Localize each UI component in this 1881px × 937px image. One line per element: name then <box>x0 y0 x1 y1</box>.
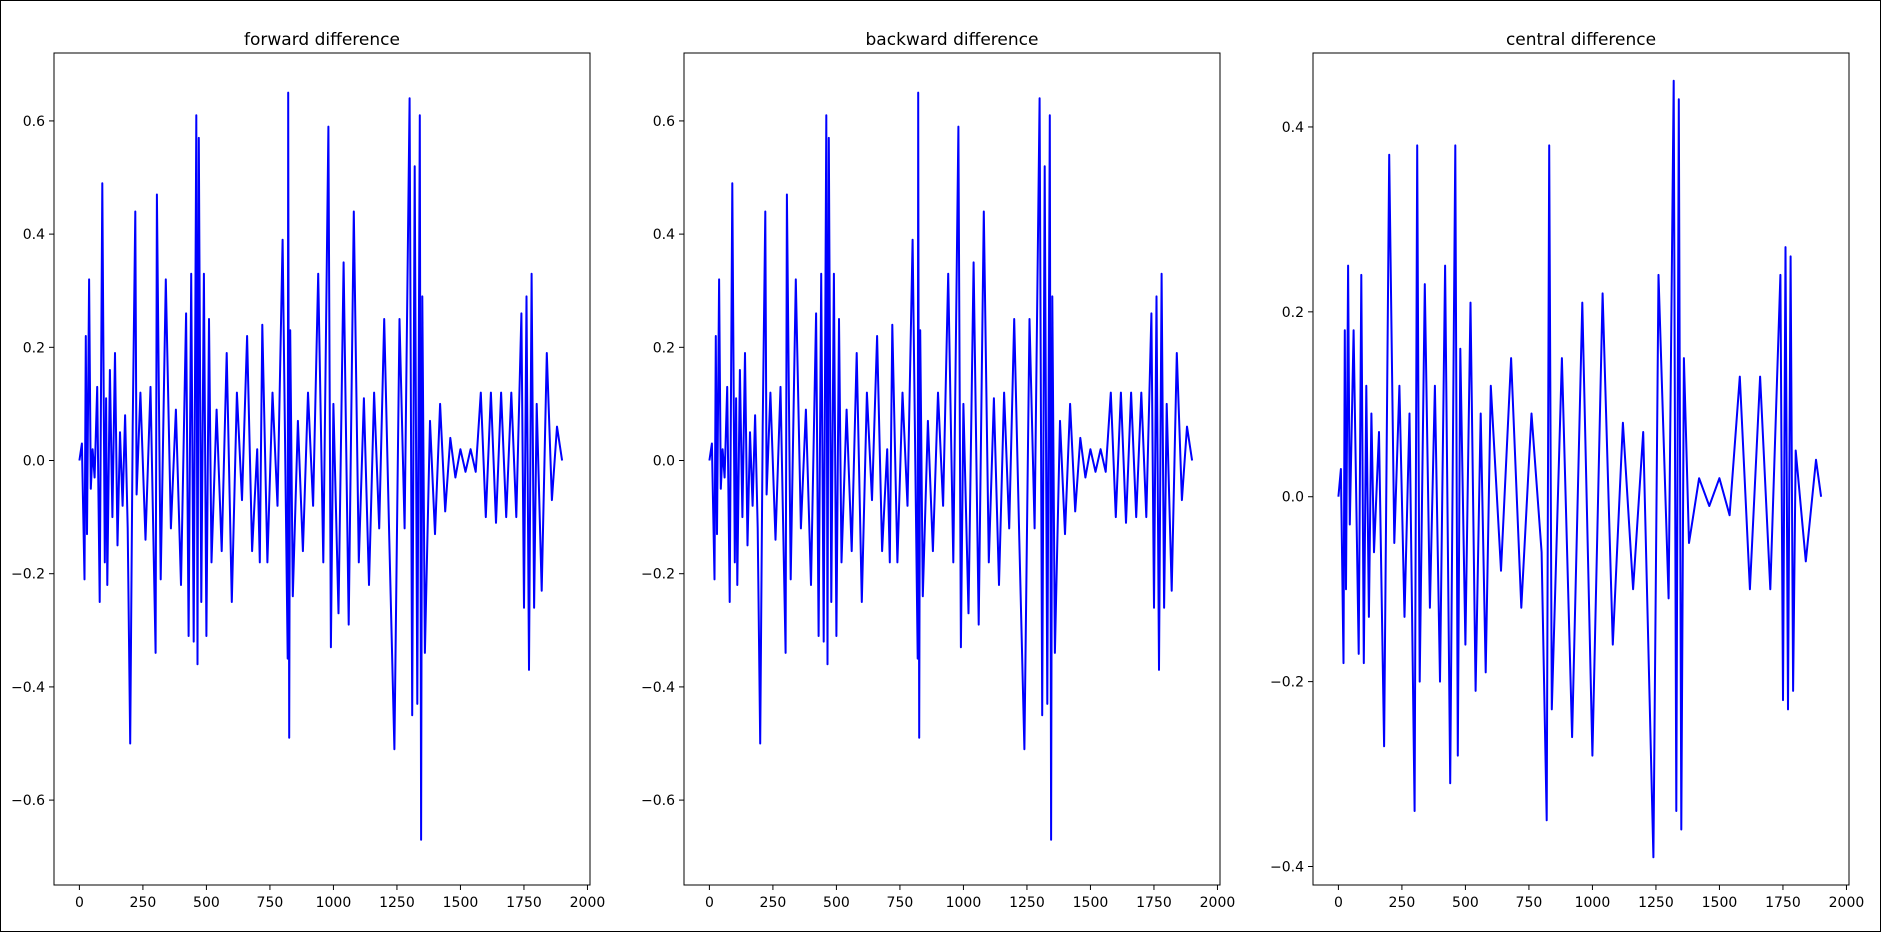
chart-title: central difference <box>1506 30 1656 50</box>
y-tick-label: 0.4 <box>23 227 45 243</box>
x-tick-label: 2000 <box>1829 895 1865 911</box>
chart-panel-1: forward difference 0 250 500 750 1000 1250 1500… <box>11 30 605 911</box>
chart-panel-3: central difference 0 250 500 750 1000 1250 1500… <box>1270 30 1864 911</box>
x-tick-label: 1750 <box>506 895 542 911</box>
chart-title: backward difference <box>866 30 1039 50</box>
x-tick-label: 500 <box>823 895 850 911</box>
x-tick-label: 1000 <box>946 895 982 911</box>
y-tick-label: −0.2 <box>11 567 45 583</box>
x-tick-label: 1250 <box>1009 895 1045 911</box>
y-tick-label: −0.4 <box>641 680 675 696</box>
series-line-1 <box>78 91 564 841</box>
x-tick-label: 1000 <box>1575 895 1611 911</box>
series-line-1 <box>1337 79 1823 859</box>
y-tick-label: −0.4 <box>11 680 45 696</box>
x-tick-label: 750 <box>1516 895 1543 911</box>
y-tick-label: 0.4 <box>1282 120 1304 136</box>
y-tick-label: −0.6 <box>11 793 45 809</box>
x-tick-label: 750 <box>887 895 914 911</box>
x-tick-label: 1250 <box>379 895 415 911</box>
y-tick-label: 0.2 <box>23 340 45 356</box>
y-tick-label: 0.0 <box>23 454 45 470</box>
x-tick-label: 1500 <box>1073 895 1109 911</box>
x-tick-label: 250 <box>130 895 157 911</box>
series-line-1 <box>708 91 1194 841</box>
y-tick-label: 0.6 <box>23 114 45 130</box>
x-tick-label: 750 <box>257 895 284 911</box>
x-tick-label: 1750 <box>1136 895 1172 911</box>
x-tick-label: 2000 <box>1200 895 1236 911</box>
x-tick-label: 1750 <box>1765 895 1801 911</box>
y-tick-label: 0.2 <box>653 340 675 356</box>
y-tick-label: 0.6 <box>653 114 675 130</box>
y-tick-label: −0.6 <box>641 793 675 809</box>
x-tick-label: 2000 <box>570 895 606 911</box>
y-tick-label: −0.2 <box>641 567 675 583</box>
chart-panel-2: backward difference 0 250 500 750 1000 1250 150… <box>641 30 1235 911</box>
y-tick-label: 0.0 <box>1282 490 1304 506</box>
y-tick-label: 0.4 <box>653 227 675 243</box>
x-tick-label: 0 <box>75 895 84 911</box>
plot-frame <box>683 52 1221 886</box>
plot-frame <box>53 52 591 886</box>
x-tick-label: 1500 <box>1702 895 1738 911</box>
x-tick-label: 500 <box>1452 895 1479 911</box>
y-tick-label: −0.2 <box>1270 675 1304 691</box>
x-tick-label: 0 <box>705 895 714 911</box>
y-tick-label: 0.0 <box>653 454 675 470</box>
x-tick-label: 1000 <box>316 895 352 911</box>
x-tick-label: 1500 <box>443 895 479 911</box>
x-tick-label: 0 <box>1334 895 1343 911</box>
y-tick-label: −0.4 <box>1270 860 1304 876</box>
chart-title: forward difference <box>244 30 400 50</box>
x-tick-label: 1250 <box>1638 895 1674 911</box>
y-tick-label: 0.2 <box>1282 305 1304 321</box>
plot-frame <box>1312 52 1850 886</box>
x-tick-label: 250 <box>760 895 787 911</box>
x-tick-label: 250 <box>1389 895 1416 911</box>
x-tick-label: 500 <box>193 895 220 911</box>
